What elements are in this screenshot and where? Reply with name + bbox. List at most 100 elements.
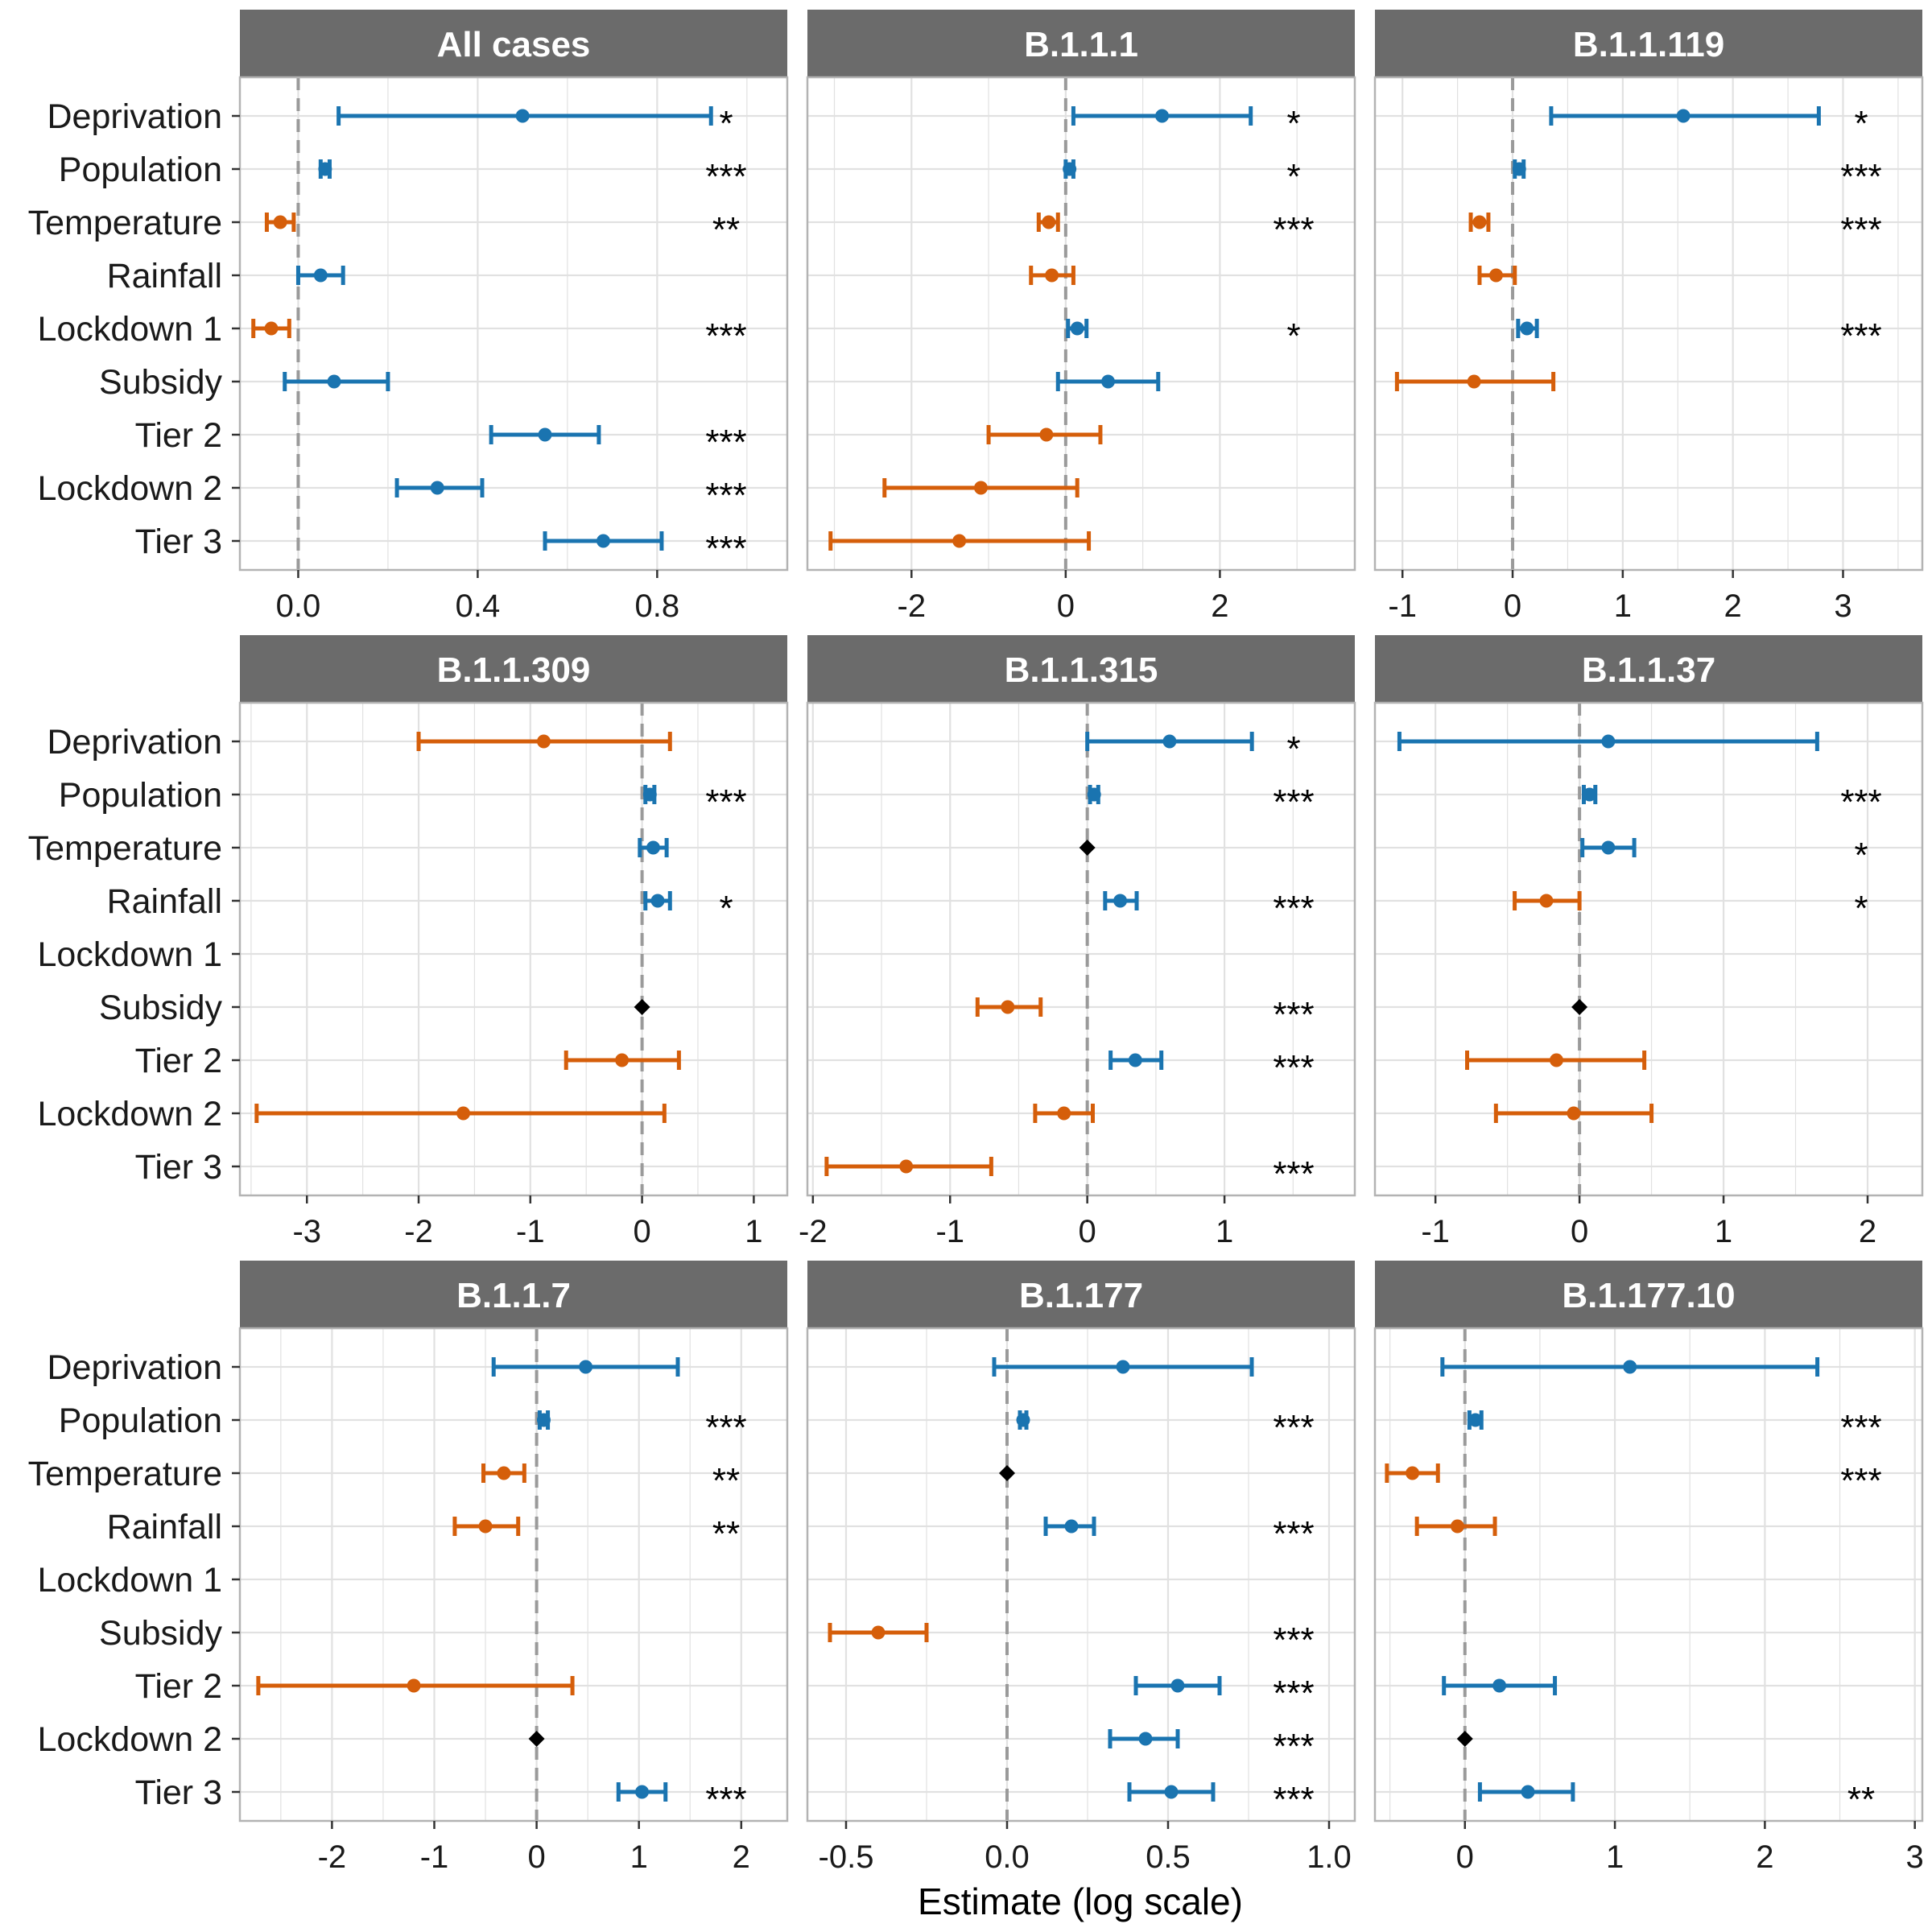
panel-b-1-1-1: B.1.1.1******-2 0 2 [806, 10, 1356, 624]
x-tick-label: 1.0 [1307, 1839, 1352, 1875]
panel-b-1-177-10: B.1.177.10********0 1 2 3 [1373, 1261, 1924, 1875]
estimate-point-deprivation [579, 1360, 593, 1374]
x-tick-label: 2 [1859, 1214, 1876, 1249]
estimate-point-temperature [497, 1466, 511, 1480]
x-tick-label: 1 [1614, 588, 1632, 624]
significance-population: *** [1840, 1408, 1881, 1447]
panel-b-1-1-119: B.1.1.119**********-1 0 1 2 3 [1373, 10, 1924, 624]
significance-population: *** [705, 782, 746, 822]
facet-title: B.1.177.10 [1562, 1276, 1735, 1315]
estimate-point-rainfall [1539, 894, 1554, 908]
significance-tier-2: *** [1273, 1048, 1314, 1088]
y-label-temperature: Temperature [28, 1455, 222, 1493]
x-tick-label: -1 [935, 1214, 964, 1249]
plot-background [1375, 703, 1922, 1195]
estimate-point-population [1087, 787, 1101, 802]
estimate-point-deprivation [1162, 734, 1177, 749]
facet-strip [240, 1261, 787, 1328]
estimate-point-temperature [1042, 215, 1056, 229]
x-tick-label: 0 [1504, 588, 1521, 624]
facet-panels: All cases******************0.0 0.4 0.8Depr… [28, 10, 1924, 1875]
significance-tier-2: *** [1273, 1674, 1314, 1713]
x-tick-label: 2 [1724, 588, 1742, 624]
x-tick-label: 0 [633, 1214, 650, 1249]
significance-lockdown-1: *** [1840, 316, 1881, 356]
estimate-point-tier-3 [899, 1159, 914, 1174]
x-tick-label: 0.0 [985, 1839, 1030, 1875]
estimate-point-tier-3 [596, 534, 610, 548]
estimate-point-lockdown-2 [1567, 1106, 1581, 1121]
estimate-point-lockdown-1 [1070, 321, 1084, 336]
panel-border [806, 1327, 1356, 1823]
facet-title: B.1.1.37 [1582, 650, 1715, 690]
significance-deprivation: * [1286, 729, 1300, 769]
estimate-point-deprivation [536, 734, 551, 749]
plot-background [807, 703, 1355, 1195]
panel-b-1-177: B.1.177 *** *** *** *** *** *** -0.5 0.0 0.5 1.0 [806, 1261, 1356, 1875]
estimate-point-population [536, 1413, 551, 1427]
x-tick-label: -2 [404, 1214, 433, 1249]
y-label-subsidy: Subsidy [99, 363, 222, 402]
x-tick-label: 0 [527, 1839, 545, 1875]
estimate-point-deprivation [1601, 734, 1616, 749]
estimate-point-tier-2 [1549, 1053, 1563, 1067]
x-tick-label: -2 [799, 1214, 828, 1249]
significance-lockdown-2: *** [1273, 1727, 1314, 1766]
significance-tier-3: *** [1273, 1154, 1314, 1194]
panel-border [1373, 1327, 1924, 1823]
significance-population: *** [705, 1408, 746, 1447]
significance-subsidy: *** [1273, 1620, 1314, 1660]
y-label-tier-2: Tier 2 [135, 1042, 222, 1080]
y-label-lockdown-1: Lockdown 1 [38, 935, 223, 974]
x-tick-label: 0.0 [276, 588, 321, 624]
significance-tier-3: ** [1847, 1780, 1875, 1819]
x-tick-label: 0.8 [635, 588, 680, 624]
significance-rainfall: *** [1273, 1514, 1314, 1554]
significance-temperature: ** [712, 1461, 740, 1501]
facet-title: All cases [437, 25, 591, 64]
significance-temperature: * [1854, 836, 1868, 875]
panel-border [238, 701, 789, 1197]
x-tick-label: 3 [1834, 588, 1852, 624]
x-tick-label: -1 [516, 1214, 545, 1249]
estimate-point-population [318, 162, 332, 176]
y-label-rainfall: Rainfall [107, 257, 222, 295]
x-tick-label: -1 [1421, 1214, 1450, 1249]
x-tick-label: 2 [1211, 588, 1228, 624]
reference-marker-lockdown-2 [1456, 1731, 1473, 1747]
reference-marker-lockdown-2 [528, 1731, 545, 1747]
estimate-point-rainfall [1489, 268, 1504, 283]
y-label-lockdown-2: Lockdown 2 [38, 1095, 223, 1133]
significance-temperature: *** [1273, 210, 1314, 250]
significance-deprivation: * [719, 104, 733, 143]
y-label-lockdown-2: Lockdown 2 [38, 469, 223, 508]
estimate-point-lockdown-2 [456, 1106, 471, 1121]
panel-border [238, 76, 789, 572]
estimate-point-deprivation [515, 109, 530, 123]
estimate-point-tier-2 [1128, 1053, 1142, 1067]
x-tick-label: 1 [1216, 1214, 1233, 1249]
panel-b-1-1-7: B.1.1.7**********-2 -1 0 1 2DeprivationPopul… [28, 1261, 789, 1875]
significance-deprivation: * [1286, 104, 1300, 143]
estimate-point-tier-2 [407, 1678, 421, 1693]
facet-strip [807, 1261, 1355, 1328]
y-label-lockdown-1: Lockdown 1 [38, 310, 223, 349]
y-label-temperature: Temperature [28, 204, 222, 242]
facet-title: B.1.1.7 [456, 1276, 571, 1315]
y-label-temperature: Temperature [28, 829, 222, 868]
estimate-point-tier-3 [1521, 1785, 1535, 1799]
estimate-point-population [1016, 1413, 1030, 1427]
facet-strip [240, 10, 787, 77]
estimate-point-population [1468, 1413, 1483, 1427]
significance-rainfall: * [1854, 889, 1868, 928]
y-label-tier-3: Tier 3 [135, 522, 222, 561]
estimate-point-tier-2 [538, 427, 552, 442]
estimate-point-lockdown-1 [264, 321, 279, 336]
x-tick-label: 1 [745, 1214, 762, 1249]
significance-lockdown-2: *** [705, 476, 746, 515]
estimate-point-temperature [273, 215, 287, 229]
x-tick-label: 0 [1456, 1839, 1474, 1875]
x-tick-label: 2 [1756, 1839, 1773, 1875]
estimate-point-rainfall [650, 894, 665, 908]
